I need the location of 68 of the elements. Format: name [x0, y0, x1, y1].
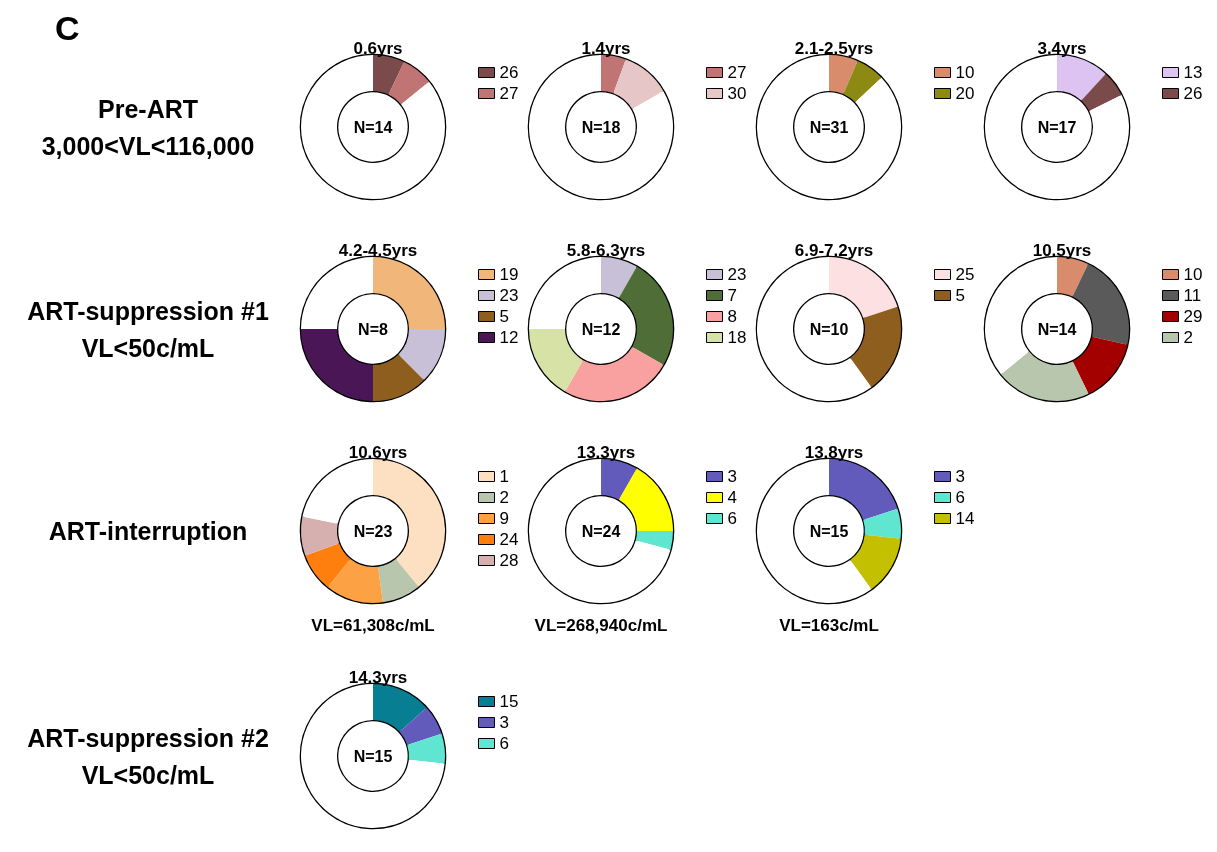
- text: N=12: [581, 320, 621, 338]
- text: VL=61,308c/mL: [311, 615, 435, 635]
- text: ART-interruption: [48, 517, 248, 545]
- legend-label: 15: [499, 692, 519, 711]
- text: VL=268,940c/mL: [534, 615, 668, 635]
- legend-label: 12: [499, 328, 519, 347]
- text: N=23: [353, 522, 393, 540]
- legend-label: 2: [1183, 328, 1193, 347]
- text: N=15: [809, 522, 849, 540]
- text: N=14: [1037, 320, 1077, 338]
- text: N=15: [353, 747, 393, 765]
- legend-label: 4: [727, 488, 737, 507]
- legend-label: 26: [499, 63, 519, 82]
- text: N=17: [1037, 118, 1077, 136]
- chart-title: 1.4yrs: [581, 39, 631, 58]
- legend-label: 30: [727, 84, 747, 103]
- legend-label: 26: [1183, 84, 1203, 103]
- chart-title: 10.6yrs: [348, 443, 408, 462]
- chart-title: 5.8-6.3yrs: [566, 241, 646, 260]
- chart-title: 13.8yrs: [804, 443, 864, 462]
- text: N=24: [581, 522, 621, 540]
- chart-title: 4.2-4.5yrs: [338, 241, 418, 260]
- legend-label: 3: [499, 713, 509, 732]
- legend-label: 6: [499, 734, 509, 753]
- legend-label: 29: [1183, 307, 1203, 326]
- legend-label: 1: [499, 467, 509, 486]
- legend-label: 24: [499, 530, 519, 549]
- legend-label: 5: [955, 286, 965, 305]
- chart-title: 2.1-2.5yrs: [794, 39, 874, 58]
- legend-label: 3: [955, 467, 965, 486]
- chart-title: 6.9-7.2yrs: [794, 241, 874, 260]
- chart-title: 14.3yrs: [348, 668, 408, 687]
- text: N=18: [581, 118, 621, 136]
- legend-label: 25: [955, 265, 975, 284]
- chart-title: 10.5yrs: [1032, 241, 1092, 260]
- legend-label: 23: [727, 265, 747, 284]
- legend-label: 28: [499, 551, 519, 570]
- legend-label: 20: [955, 84, 975, 103]
- legend-label: 13: [1183, 63, 1203, 82]
- text: N=31: [809, 118, 849, 136]
- legend-label: 6: [955, 488, 965, 507]
- legend-label: 10: [955, 63, 975, 82]
- legend-label: 3: [727, 467, 737, 486]
- legend-label: 27: [499, 84, 519, 103]
- legend-label: 5: [499, 307, 509, 326]
- text: Pre-ART 3,000<VL<116,000: [41, 94, 255, 160]
- legend-label: 18: [727, 328, 747, 347]
- legend-label: 2: [499, 488, 509, 507]
- legend-label: 23: [499, 286, 519, 305]
- text: C: [55, 9, 80, 47]
- legend-label: 8: [727, 307, 737, 326]
- text: ART-suppression #1 VL<50c/mL: [27, 296, 269, 362]
- chart-title: 13.3yrs: [576, 443, 636, 462]
- text: N=10: [809, 320, 849, 338]
- legend-label: 6: [727, 509, 737, 528]
- legend-label: 10: [1183, 265, 1203, 284]
- legend-label: 9: [499, 509, 509, 528]
- legend-label: 11: [1183, 286, 1202, 305]
- text: N=8: [358, 320, 388, 338]
- text: N=14: [353, 118, 393, 136]
- chart-title: 3.4yrs: [1037, 39, 1087, 58]
- text: ART-suppression #2 VL<50c/mL: [27, 723, 269, 789]
- text: VL=163c/mL: [779, 615, 879, 635]
- legend-label: 7: [727, 286, 737, 305]
- legend-label: 14: [955, 509, 975, 528]
- legend-label: 27: [727, 63, 747, 82]
- legend-label: 19: [499, 265, 519, 284]
- chart-title: 0.6yrs: [353, 39, 403, 58]
